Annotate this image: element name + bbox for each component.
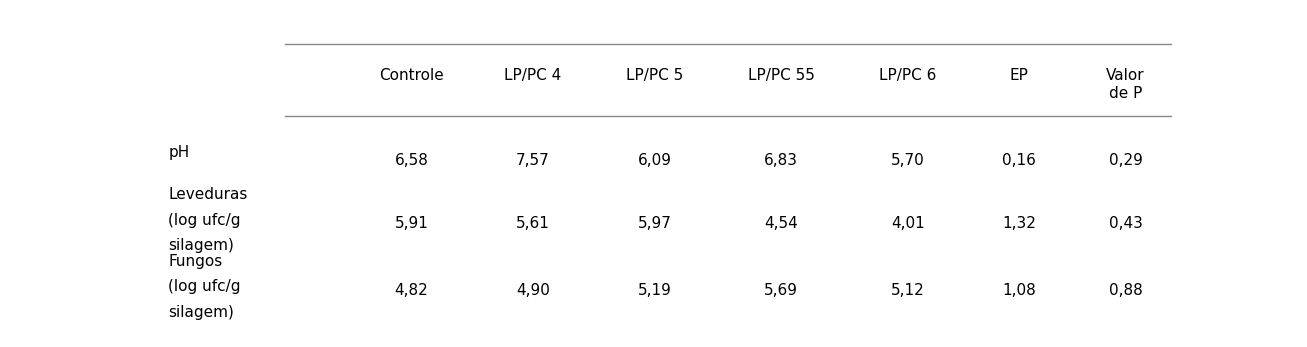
Text: 5,69: 5,69 xyxy=(765,282,799,298)
Text: 7,57: 7,57 xyxy=(516,153,550,168)
Text: 5,12: 5,12 xyxy=(891,282,925,298)
Text: EP: EP xyxy=(1010,68,1029,83)
Text: Controle: Controle xyxy=(379,68,444,83)
Text: silagem): silagem) xyxy=(169,305,234,320)
Text: LP/PC 6: LP/PC 6 xyxy=(880,68,937,83)
Text: 5,70: 5,70 xyxy=(891,153,925,168)
Text: 5,97: 5,97 xyxy=(638,216,672,231)
Text: silagem): silagem) xyxy=(169,238,234,253)
Text: 1,08: 1,08 xyxy=(1002,282,1036,298)
Text: Leveduras: Leveduras xyxy=(169,187,248,202)
Text: pH: pH xyxy=(169,144,190,160)
Text: 6,09: 6,09 xyxy=(638,153,672,168)
Text: 0,16: 0,16 xyxy=(1002,153,1036,168)
Text: 5,19: 5,19 xyxy=(638,282,672,298)
Text: 0,88: 0,88 xyxy=(1108,282,1142,298)
Text: Fungos: Fungos xyxy=(169,254,222,269)
Text: 4,01: 4,01 xyxy=(891,216,925,231)
Text: 6,83: 6,83 xyxy=(765,153,799,168)
Text: 5,61: 5,61 xyxy=(516,216,550,231)
Text: Valor
de P: Valor de P xyxy=(1106,68,1145,101)
Text: 1,32: 1,32 xyxy=(1002,216,1036,231)
Text: 4,54: 4,54 xyxy=(765,216,799,231)
Text: (log ufc/g: (log ufc/g xyxy=(169,213,240,228)
Text: 4,82: 4,82 xyxy=(395,282,429,298)
Text: LP/PC 5: LP/PC 5 xyxy=(626,68,684,83)
Text: 0,43: 0,43 xyxy=(1108,216,1142,231)
Text: 6,58: 6,58 xyxy=(395,153,429,168)
Text: (log ufc/g: (log ufc/g xyxy=(169,279,240,295)
Text: 0,29: 0,29 xyxy=(1108,153,1142,168)
Text: 5,91: 5,91 xyxy=(395,216,429,231)
Text: 4,90: 4,90 xyxy=(516,282,550,298)
Text: LP/PC 4: LP/PC 4 xyxy=(505,68,562,83)
Text: LP/PC 55: LP/PC 55 xyxy=(748,68,814,83)
